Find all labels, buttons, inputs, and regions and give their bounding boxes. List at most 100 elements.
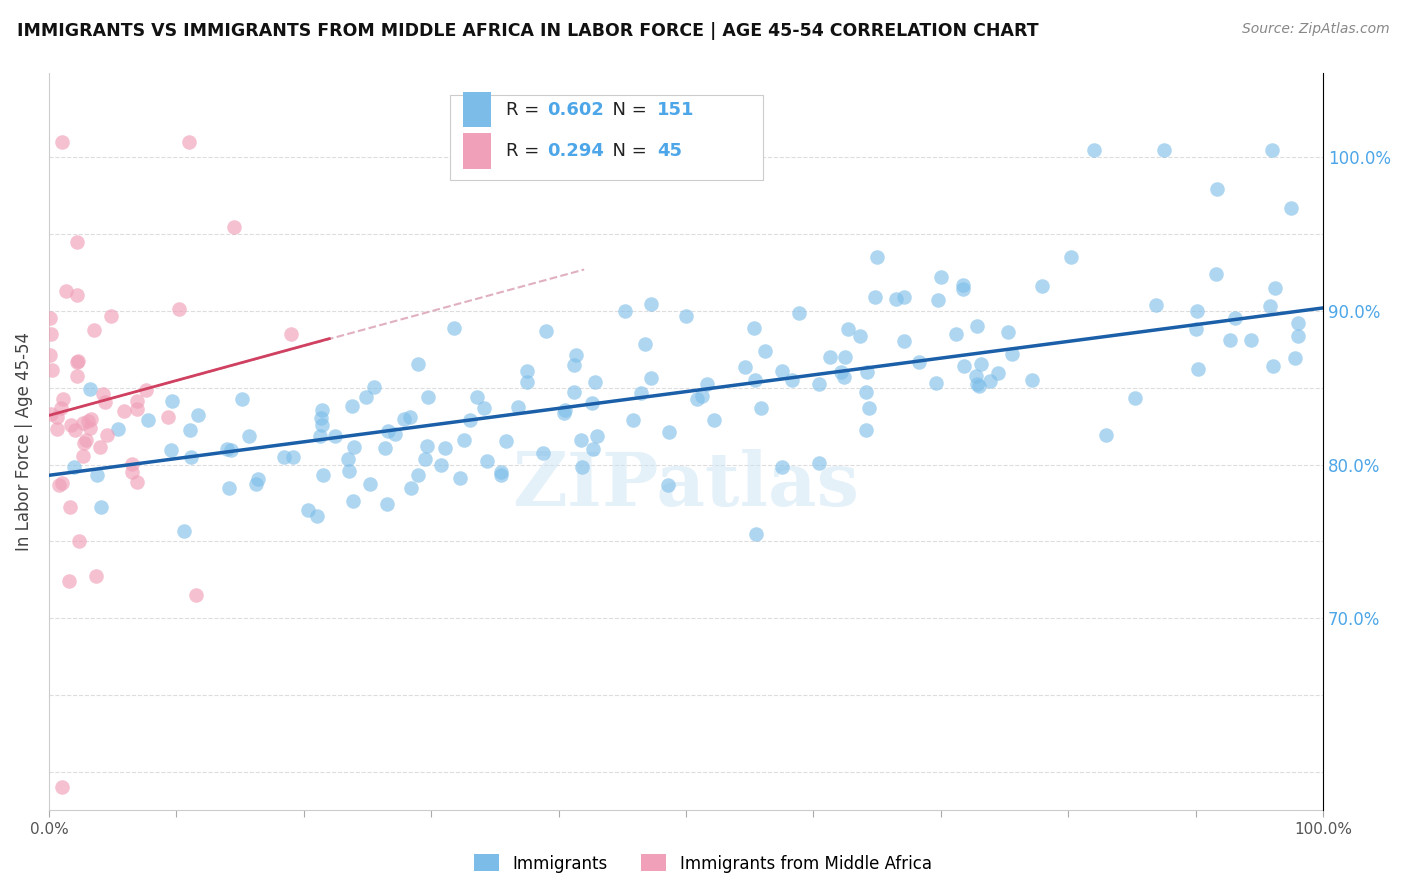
Point <box>399 410 422 425</box>
Point <box>1060 250 1083 264</box>
Point <box>100 310 122 324</box>
FancyBboxPatch shape <box>463 134 491 169</box>
Point <box>112 404 135 418</box>
Point <box>849 329 872 343</box>
Point <box>780 373 803 387</box>
Point <box>415 451 437 466</box>
Point <box>305 508 328 523</box>
Point <box>1153 143 1175 157</box>
Point <box>416 439 439 453</box>
Point <box>46 409 69 424</box>
Text: R =: R = <box>506 142 546 161</box>
Point <box>808 376 831 391</box>
Point <box>160 442 183 457</box>
Point <box>1083 143 1105 157</box>
Point <box>929 270 952 285</box>
Point <box>583 376 606 390</box>
Point <box>582 442 605 457</box>
Point <box>884 293 907 307</box>
Point <box>51 476 73 491</box>
Point <box>630 386 652 401</box>
Point <box>180 450 202 465</box>
Point <box>67 533 90 548</box>
Point <box>754 343 776 358</box>
Point <box>392 411 415 425</box>
Point <box>377 425 399 439</box>
Point <box>38 311 60 326</box>
Point <box>807 456 830 470</box>
Point <box>997 325 1019 339</box>
Point <box>283 450 305 464</box>
Point <box>832 370 855 384</box>
Point <box>1286 329 1309 343</box>
Point <box>856 365 879 379</box>
Point <box>640 371 662 385</box>
Point <box>342 399 364 413</box>
Point <box>1021 373 1043 387</box>
Point <box>531 446 554 460</box>
Point <box>72 436 94 450</box>
Point <box>453 433 475 447</box>
Point <box>789 306 811 320</box>
Point <box>640 296 662 310</box>
Text: R =: R = <box>506 101 546 119</box>
Point <box>173 524 195 539</box>
Point <box>449 471 471 485</box>
Point <box>72 417 94 431</box>
Point <box>1263 359 1285 373</box>
Point <box>472 401 495 415</box>
Point <box>858 401 880 415</box>
Point <box>830 365 852 379</box>
Point <box>169 302 191 317</box>
Point <box>658 425 681 440</box>
Point <box>72 450 94 464</box>
Point <box>837 322 859 336</box>
Point <box>75 434 97 448</box>
Point <box>94 395 117 409</box>
Point <box>979 374 1001 388</box>
Point <box>39 327 62 342</box>
Point <box>96 427 118 442</box>
Point <box>516 375 538 389</box>
Point <box>1206 182 1229 196</box>
Text: IMMIGRANTS VS IMMIGRANTS FROM MIDDLE AFRICA IN LABOR FORCE | AGE 45-54 CORRELATI: IMMIGRANTS VS IMMIGRANTS FROM MIDDLE AFR… <box>17 22 1039 40</box>
Point <box>745 526 768 541</box>
Point <box>45 422 67 436</box>
Point <box>1144 298 1167 312</box>
Point <box>91 386 114 401</box>
Point <box>1284 351 1306 365</box>
Point <box>121 465 143 479</box>
Point <box>339 464 361 478</box>
Point <box>970 357 993 371</box>
Point <box>218 481 240 495</box>
Point <box>184 588 207 602</box>
Point <box>77 414 100 428</box>
Point <box>384 427 406 442</box>
Point <box>925 376 948 390</box>
Point <box>179 423 201 437</box>
Point <box>734 360 756 375</box>
Point <box>66 354 89 368</box>
Point <box>231 392 253 407</box>
Point <box>336 451 359 466</box>
Point <box>770 364 793 378</box>
Point <box>1185 304 1208 318</box>
Point <box>818 350 841 364</box>
Point <box>1125 391 1147 405</box>
Point <box>987 366 1010 380</box>
Point <box>534 324 557 338</box>
Point <box>107 422 129 436</box>
Point <box>80 412 103 426</box>
Text: N =: N = <box>600 101 652 119</box>
Point <box>952 282 974 296</box>
Point <box>581 396 603 410</box>
Text: 45: 45 <box>657 142 682 161</box>
Point <box>834 350 856 364</box>
Point <box>966 318 988 333</box>
Point <box>89 441 111 455</box>
Point <box>399 481 422 495</box>
Point <box>565 348 588 362</box>
Point <box>744 373 766 387</box>
Point <box>1219 333 1241 347</box>
Point <box>79 421 101 435</box>
